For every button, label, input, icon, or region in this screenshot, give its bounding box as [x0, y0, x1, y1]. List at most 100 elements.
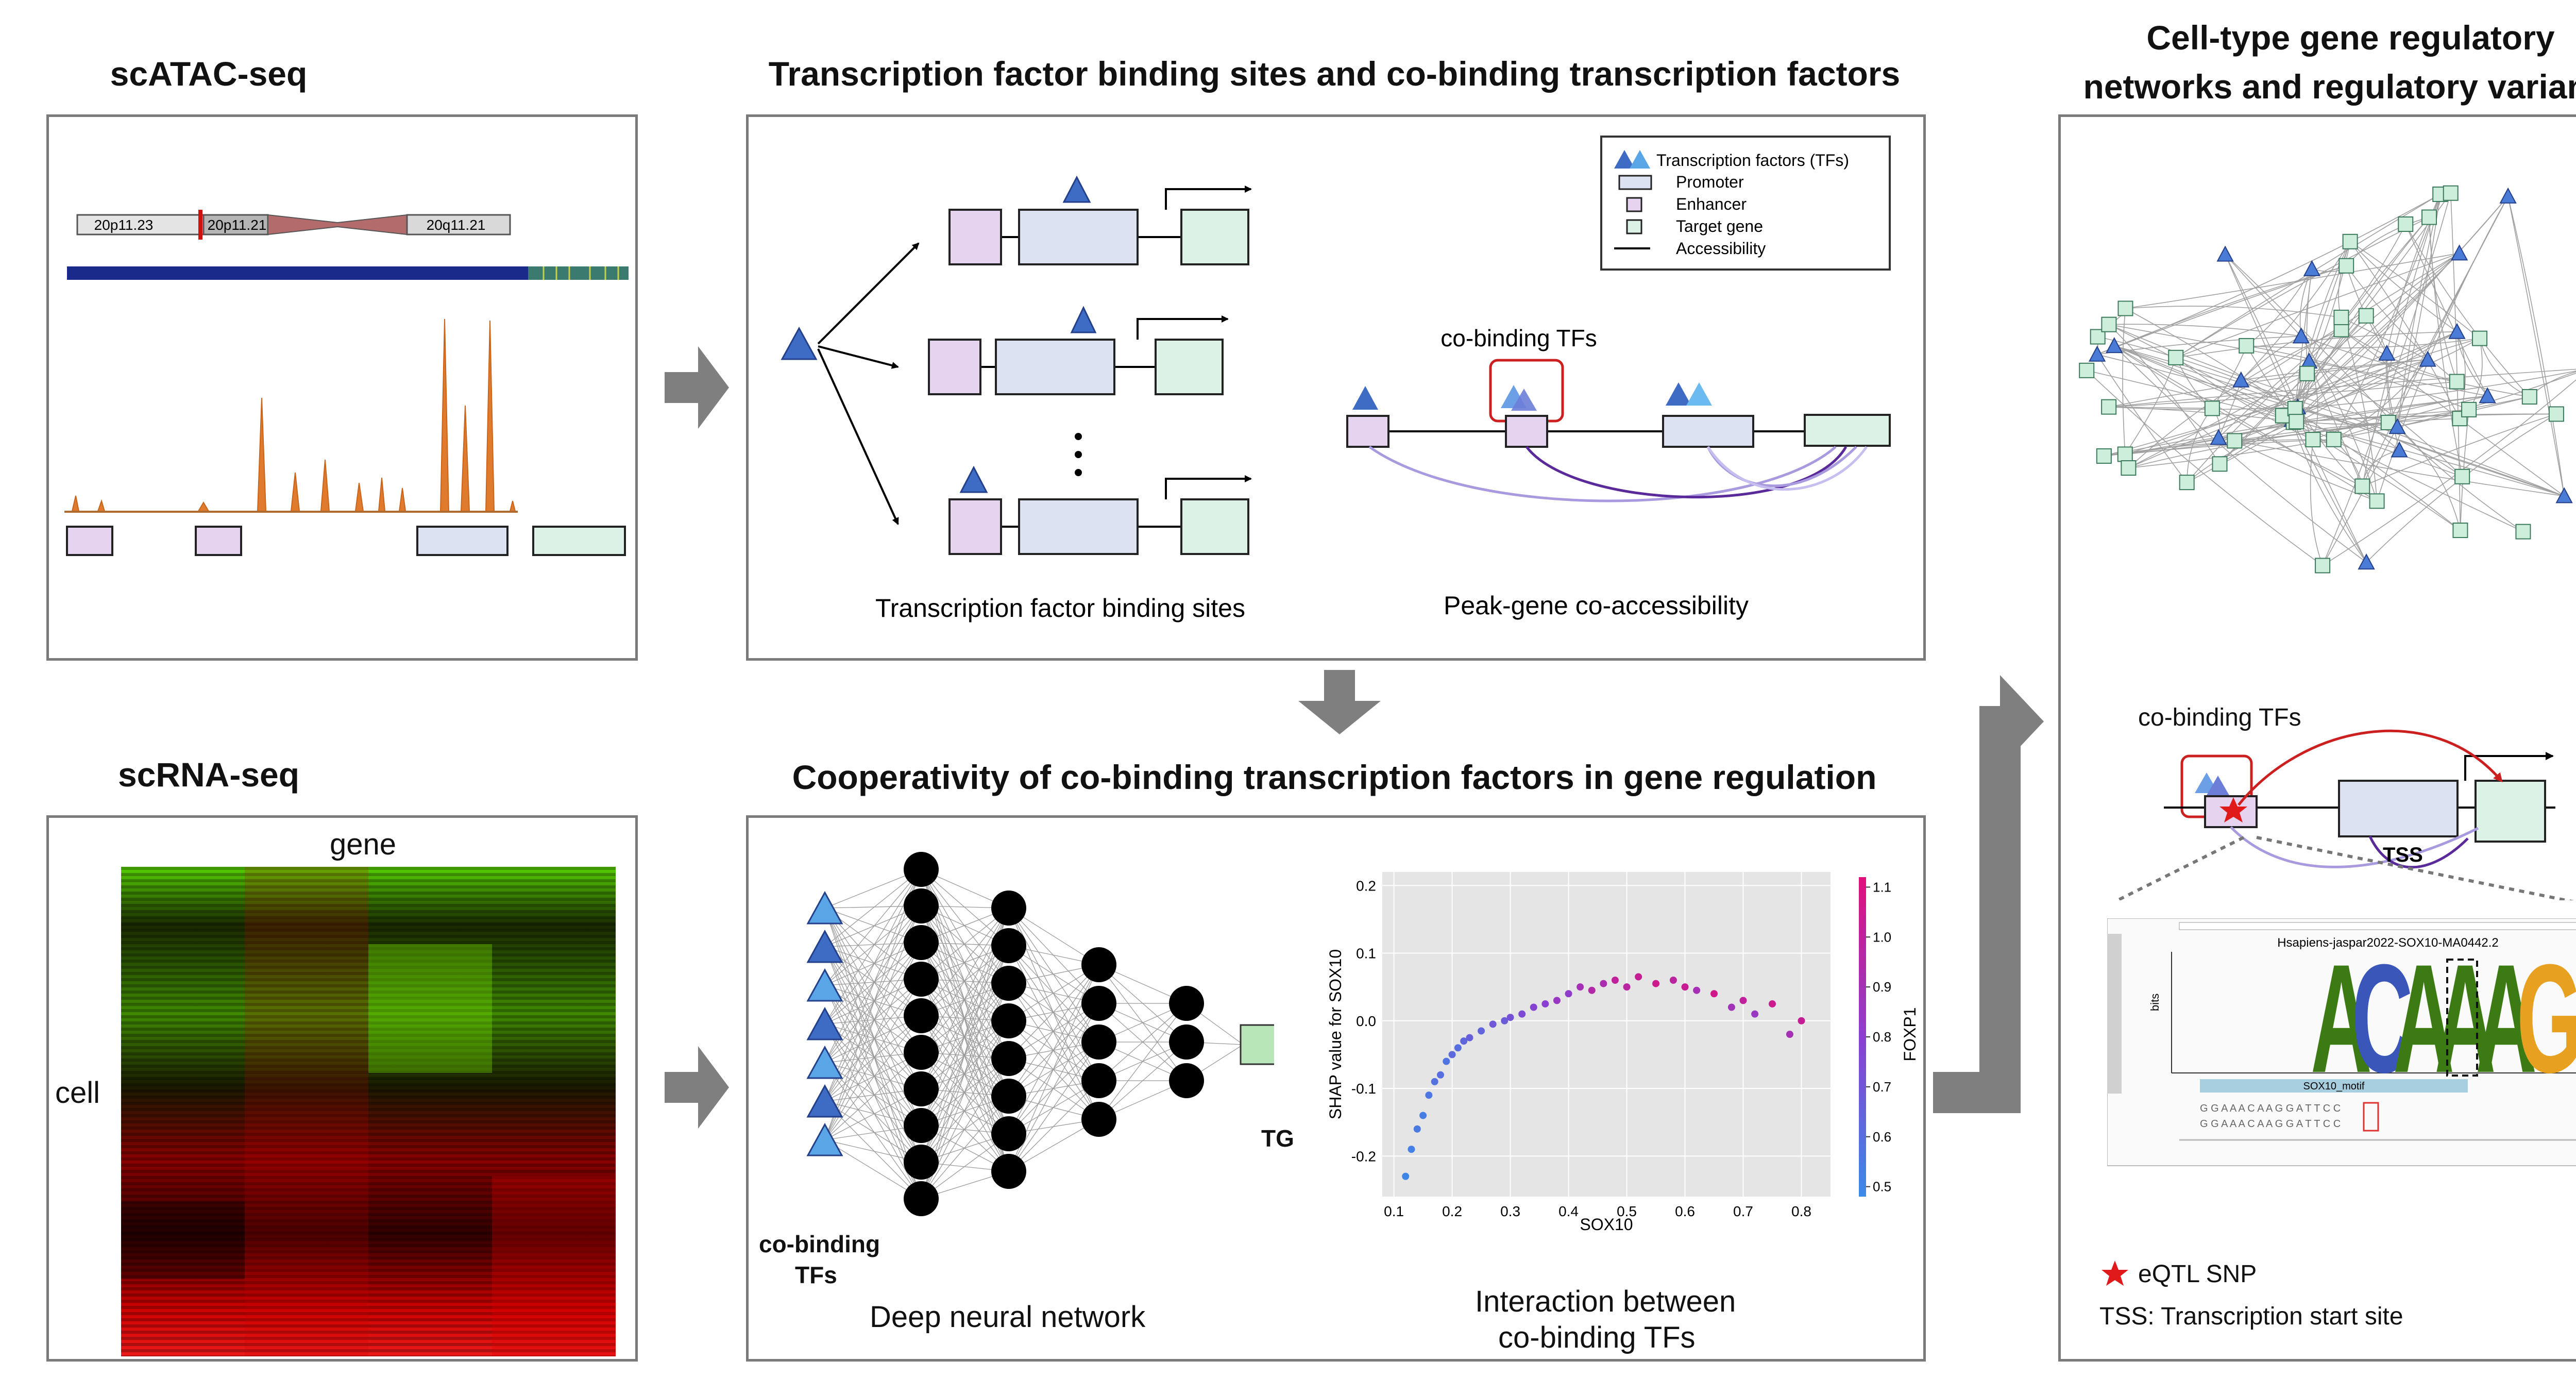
- enhancer-box-2: [195, 526, 242, 556]
- gene-node: [2239, 338, 2255, 354]
- data-point: [1798, 1017, 1805, 1025]
- y-tick-label: 0.2: [1356, 878, 1376, 894]
- data-point: [1588, 986, 1596, 994]
- data-point: [1727, 1003, 1735, 1011]
- data-point: [1751, 1010, 1759, 1018]
- data-point: [1611, 977, 1619, 984]
- band-label-2: 20p11.21: [208, 217, 267, 233]
- data-point: [1489, 1020, 1497, 1028]
- tf-icon: [1070, 306, 1097, 333]
- gene-node: [2472, 330, 2488, 346]
- data-point: [1769, 1000, 1776, 1007]
- hidden-neuron: [991, 1079, 1026, 1114]
- data-point: [1577, 983, 1584, 991]
- input-tf-icon: [806, 1084, 843, 1118]
- coaccess-caption: Peak-gene co-accessibility: [1444, 591, 1749, 620]
- hidden-neuron: [904, 962, 939, 997]
- promoter-box: [416, 526, 509, 556]
- data-point: [1600, 980, 1607, 987]
- gene-node: [2333, 309, 2349, 325]
- scatac-title: scATAC-seq: [110, 55, 308, 93]
- hidden-neuron: [1081, 1102, 1116, 1137]
- y-tick-label: -0.2: [1351, 1148, 1376, 1164]
- interaction-caption-line1: Interaction between: [1475, 1285, 1736, 1318]
- coop-title: Cooperativity of co-binding transcriptio…: [792, 758, 1877, 796]
- tf-node: [2555, 487, 2573, 503]
- shap-scatter-chart: 0.1 0.2 0.3 0.4 0.5 0.6 0.7 0.8 0.2 0.1 0.0 -0.1 -0…: [1326, 872, 1919, 1234]
- hidden-neuron: [1081, 1063, 1116, 1098]
- tf-node: [2232, 371, 2250, 388]
- data-point: [1710, 990, 1718, 998]
- bits-label: bits: [2148, 994, 2161, 1011]
- input-tf-icon: [806, 968, 843, 1002]
- x-tick-label: 0.5: [1617, 1203, 1637, 1219]
- colorbar-tick-label: 0.6: [1873, 1129, 1891, 1145]
- input-tf-icon: [806, 1122, 843, 1156]
- dnn-caption: Deep neural network: [870, 1300, 1146, 1334]
- data-point: [1541, 1000, 1549, 1007]
- gene-node: [2179, 475, 2195, 491]
- hidden-neuron: [904, 888, 939, 923]
- gene-node: [2117, 446, 2133, 462]
- network-panel: TSS Hsapiens-jaspar2022-SOX10-MA0442.2 b…: [2058, 114, 2576, 1362]
- eqtl-star-icon: [2102, 1261, 2128, 1286]
- data-point: [1454, 1044, 1462, 1052]
- cobinding-highlight: [1489, 359, 1564, 423]
- tf-node: [2303, 260, 2321, 276]
- snp-position-box: [2446, 959, 2478, 1077]
- gene-node: [2338, 258, 2354, 274]
- y-tick-label: -0.1: [1351, 1081, 1376, 1097]
- y-tick-label: 0.1: [1356, 946, 1376, 962]
- data-point: [1436, 1071, 1444, 1079]
- network-title-line2: networks and regulatory variants: [2083, 68, 2576, 106]
- gene-node: [2289, 414, 2304, 430]
- input-tf-icon: [806, 929, 843, 963]
- enhancer-box-1: [66, 526, 113, 556]
- tfbs-legend: [1600, 136, 1891, 271]
- gene-node: [2358, 308, 2374, 324]
- expression-heatmap: [121, 867, 616, 1356]
- binding-row-3: [948, 465, 1252, 555]
- data-point: [1669, 977, 1677, 984]
- gene-node: [2101, 399, 2117, 415]
- hidden-neuron: [1169, 986, 1204, 1021]
- ellipsis-dot: [1075, 433, 1082, 440]
- colorbar-tick-label: 0.7: [1873, 1079, 1891, 1095]
- input-tf-icon: [806, 1006, 843, 1040]
- hidden-neuron: [991, 1154, 1026, 1189]
- x-tick-label: 0.6: [1675, 1203, 1695, 1219]
- gene-node: [2521, 389, 2537, 405]
- snp-star-icon: [2219, 797, 2247, 822]
- regulatory-variant-schematic: TSS: [2114, 729, 2574, 900]
- gene-node: [2369, 493, 2385, 509]
- hidden-neuron: [1081, 986, 1116, 1021]
- network-cobinding-label: co-binding TFs: [2138, 704, 2301, 731]
- gene-node: [2117, 300, 2133, 316]
- cell-axis-label: cell: [55, 1076, 100, 1110]
- flow-arrow-down: [1298, 670, 1381, 734]
- tf-node: [2210, 429, 2227, 445]
- band-label-1: 20p11.23: [94, 217, 154, 233]
- gene-node: [2168, 349, 2184, 365]
- flow-arrow-elbow: [1933, 675, 2044, 1113]
- data-point: [1501, 1017, 1509, 1025]
- data-point: [1448, 1051, 1456, 1059]
- motif-title: Hsapiens-jaspar2022-SOX10-MA0442.2: [2277, 936, 2499, 950]
- hidden-neuron: [904, 925, 939, 960]
- data-point: [1623, 983, 1631, 991]
- colorbar-tick-label: 0.5: [1873, 1179, 1891, 1195]
- gene-node: [2326, 431, 2342, 447]
- colorbar: [1859, 877, 1866, 1197]
- eqtl-label: eQTL SNP: [2138, 1261, 2257, 1288]
- legend-accessibility: Accessibility: [1676, 239, 1766, 258]
- tf-node: [2499, 187, 2517, 204]
- hidden-neuron: [991, 928, 1026, 963]
- gene-axis-label: gene: [330, 828, 397, 861]
- tfbs-graphic: Transcription factor binding sites Trans…: [781, 136, 1891, 623]
- tf-node: [2358, 553, 2375, 570]
- ellipsis-dot: [1075, 469, 1082, 476]
- data-point: [1786, 1031, 1793, 1038]
- data-point: [1739, 997, 1747, 1004]
- svg-text:G G A A A C A A G G: G G A A A C A A G G A T T C C: [2200, 1118, 2341, 1130]
- colorbar-tick-label: 0.9: [1873, 979, 1891, 995]
